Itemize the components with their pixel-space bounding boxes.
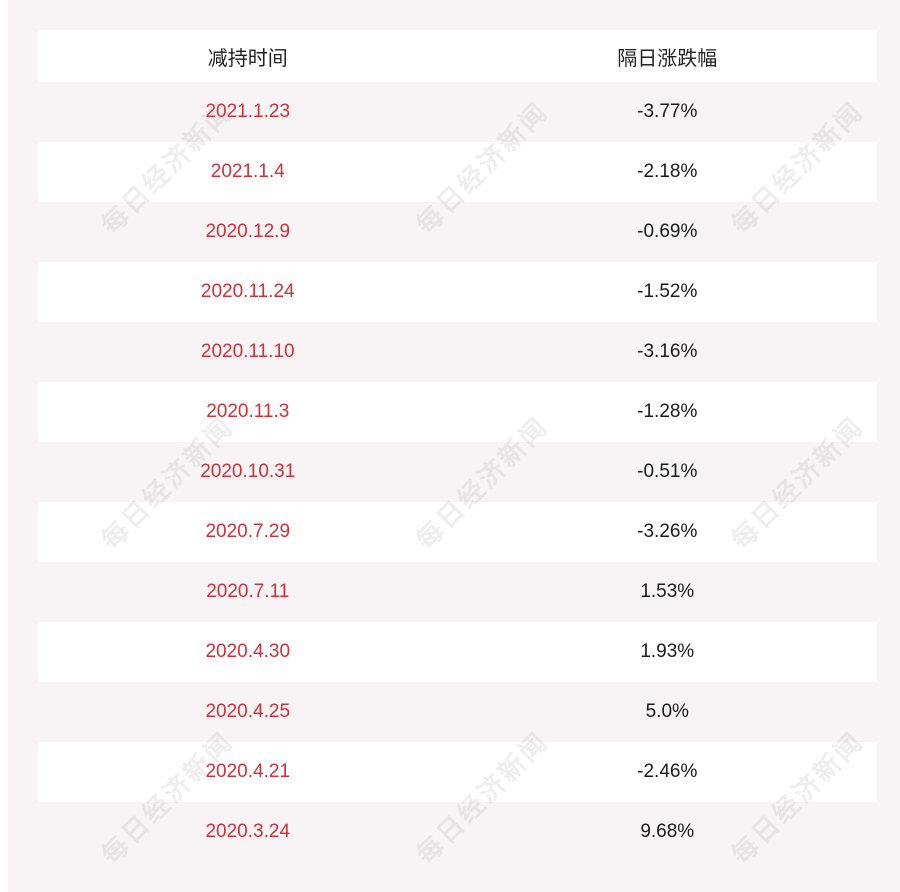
header-change: 隔日涨跌幅 [617, 47, 718, 70]
date-cell: 2020.4.25 [205, 701, 291, 722]
content-panel: 减持时间 隔日涨跌幅 2021.1.23 -3.77% 2021.1.4 -2.… [8, 0, 900, 892]
table-row: 2020.7.29 -3.26% [38, 502, 877, 562]
change-cell: -3.26% [637, 521, 698, 542]
change-cell: -1.28% [637, 401, 698, 422]
date-cell: 2020.3.24 [205, 821, 291, 842]
change-cell: 5.0% [645, 701, 689, 722]
table-row: 2021.1.4 -2.18% [38, 142, 877, 202]
date-cell: 2020.10.31 [200, 461, 296, 482]
change-cell: 1.93% [640, 641, 695, 662]
change-cell: -3.77% [637, 101, 698, 122]
table-row: 2020.7.11 1.53% [38, 562, 877, 622]
date-cell: 2020.7.29 [205, 521, 291, 542]
table-row: 2020.11.24 -1.52% [38, 262, 877, 322]
date-cell: 2020.11.3 [206, 401, 290, 422]
table-row: 2020.4.25 5.0% [38, 682, 877, 742]
change-cell: 1.53% [640, 581, 695, 602]
date-cell: 2020.4.30 [205, 641, 291, 662]
date-cell: 2020.4.21 [205, 761, 291, 782]
table-header-row: 减持时间 隔日涨跌幅 [38, 30, 877, 82]
table-row: 2020.3.24 9.68% [38, 802, 877, 862]
header-date: 减持时间 [207, 47, 288, 70]
change-cell: -2.46% [637, 761, 698, 782]
table-row: 2020.11.3 -1.28% [38, 382, 877, 442]
date-cell: 2020.12.9 [205, 221, 291, 242]
table-row: 2020.4.30 1.93% [38, 622, 877, 682]
date-cell: 2020.11.24 [200, 281, 295, 302]
table-row: 2020.12.9 -0.69% [38, 202, 877, 262]
change-cell: -2.18% [637, 161, 698, 182]
table-row: 2020.4.21 -2.46% [38, 742, 877, 802]
date-cell: 2020.7.11 [206, 581, 290, 602]
table-row: 2020.10.31 -0.51% [38, 442, 877, 502]
change-cell: -3.16% [637, 341, 698, 362]
table-row: 2021.1.23 -3.77% [38, 82, 877, 142]
date-cell: 2020.11.10 [200, 341, 295, 362]
change-cell: -0.69% [637, 221, 698, 242]
date-cell: 2021.1.4 [210, 161, 285, 182]
change-cell: -1.52% [637, 281, 698, 302]
table-row: 2020.11.10 -3.16% [38, 322, 877, 382]
change-cell: 9.68% [640, 821, 695, 842]
reduction-table: 减持时间 隔日涨跌幅 2021.1.23 -3.77% 2021.1.4 -2.… [38, 30, 877, 862]
date-cell: 2021.1.23 [205, 101, 291, 122]
change-cell: -0.51% [637, 461, 698, 482]
